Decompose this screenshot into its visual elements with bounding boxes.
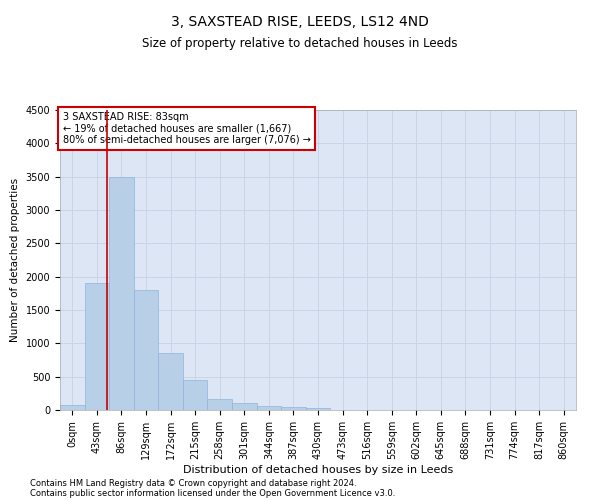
Text: 3, SAXSTEAD RISE, LEEDS, LS12 4ND: 3, SAXSTEAD RISE, LEEDS, LS12 4ND [171, 15, 429, 29]
Text: Contains public sector information licensed under the Open Government Licence v3: Contains public sector information licen… [30, 488, 395, 498]
Text: 3 SAXSTEAD RISE: 83sqm
← 19% of detached houses are smaller (1,667)
80% of semi-: 3 SAXSTEAD RISE: 83sqm ← 19% of detached… [62, 112, 310, 144]
Bar [306, 408, 330, 410]
Bar [208, 398, 232, 410]
Bar [158, 354, 183, 410]
Bar [183, 380, 208, 410]
Bar [134, 290, 158, 410]
Bar [257, 406, 281, 410]
Bar [109, 176, 134, 410]
Bar [281, 406, 306, 410]
Y-axis label: Number of detached properties: Number of detached properties [10, 178, 20, 342]
Bar [85, 284, 109, 410]
X-axis label: Distribution of detached houses by size in Leeds: Distribution of detached houses by size … [183, 464, 453, 474]
Bar [60, 404, 85, 410]
Text: Contains HM Land Registry data © Crown copyright and database right 2024.: Contains HM Land Registry data © Crown c… [30, 478, 356, 488]
Bar [232, 404, 257, 410]
Text: Size of property relative to detached houses in Leeds: Size of property relative to detached ho… [142, 38, 458, 51]
